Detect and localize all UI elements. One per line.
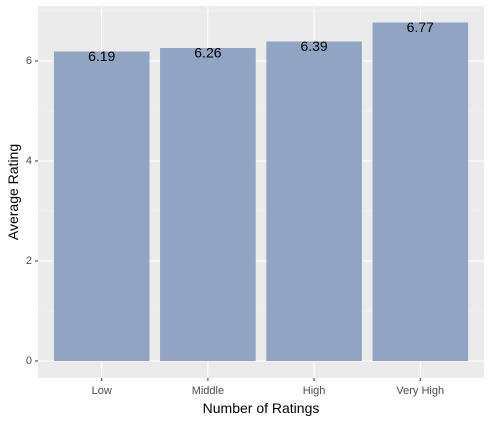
data-label: 6.39 <box>300 38 327 54</box>
y-tick-label: 2 <box>26 255 32 267</box>
x-tick-label: Very High <box>396 385 444 397</box>
y-axis: 0 2 4 6 <box>26 55 38 367</box>
x-axis-title: Number of Ratings <box>203 400 320 416</box>
data-labels: 6.19 6.26 6.39 6.77 <box>88 19 434 64</box>
data-label: 6.77 <box>407 19 434 35</box>
data-label: 6.19 <box>88 48 115 64</box>
y-axis-title: Average Rating <box>5 144 21 240</box>
x-tick-label: High <box>303 385 326 397</box>
bar-very-high <box>372 22 469 361</box>
data-label: 6.26 <box>194 45 221 61</box>
y-tick-label: 6 <box>26 55 32 67</box>
bar-high <box>266 41 362 361</box>
y-tick-label: 4 <box>26 155 32 167</box>
y-tick-label: 0 <box>26 355 32 367</box>
bars <box>53 22 469 361</box>
x-axis: Low Middle High Very High <box>92 378 444 397</box>
bar-middle <box>160 48 256 361</box>
bar-low <box>53 51 150 361</box>
x-tick-label: Low <box>92 385 112 397</box>
x-tick-label: Middle <box>192 385 224 397</box>
